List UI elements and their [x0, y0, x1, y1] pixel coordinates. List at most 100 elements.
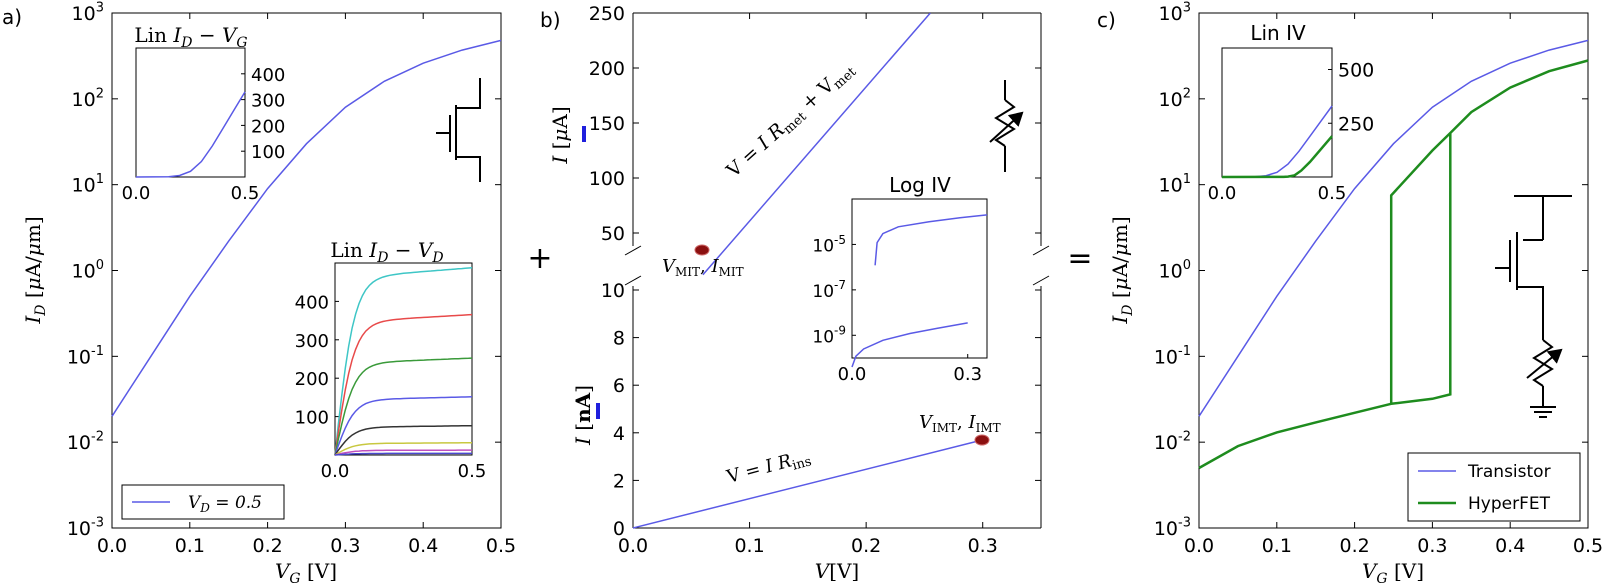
y-tick-label: 10-3 — [67, 515, 104, 540]
x-tick-label: 0.5 — [231, 183, 260, 204]
series-line — [334, 396, 473, 456]
series-line — [334, 449, 472, 456]
panel-b-axes-frame — [624, 12, 1050, 529]
inset-log-iv-title: Log IV — [889, 173, 951, 197]
equals-operator: = — [1067, 241, 1092, 276]
series-line — [334, 452, 472, 456]
x-tick-label: 0.4 — [408, 535, 438, 557]
x-tick-label: 0.1 — [1262, 535, 1292, 557]
y-tick-label: 500 — [1338, 60, 1374, 82]
y-tick-label: 50 — [601, 223, 625, 245]
x-tick-label: 0.0 — [321, 461, 350, 482]
x-tick-label: 0.3 — [330, 535, 360, 557]
y-tick-label: 200 — [589, 58, 625, 80]
series-line — [334, 267, 473, 456]
panel-a-y-axis-label: ID [μA/μm] — [21, 216, 49, 324]
panel-b-label: b) — [540, 8, 561, 32]
panel-a-inset-lin-idvg: Lin ID − VG 0.0 0.5 100 200 300 400 — [122, 23, 286, 204]
x-tick-label: 0.3 — [968, 535, 998, 557]
x-tick-label: 0.2 — [1339, 535, 1369, 557]
x-tick-label: 0.5 — [486, 535, 516, 557]
y-tick-label: 101 — [1159, 172, 1191, 197]
series-line-transistor — [1198, 39, 1589, 417]
x-tick-label: 0.5 — [1573, 535, 1603, 557]
inset-lin-idvd-frame — [334, 262, 473, 456]
x-tick-label: 0.0 — [618, 535, 648, 557]
series-line — [851, 322, 968, 368]
plus-operator: + — [527, 241, 552, 276]
x-tick-label: 0.3 — [953, 364, 982, 385]
y-tick-label: 2 — [613, 470, 625, 492]
inset-log-iv-ticks: 0.0 0.3 10-5 10-7 10-9 — [812, 233, 982, 385]
y-tick-label: 8 — [613, 328, 625, 350]
panel-b-top-y-axis-label: I [μA] — [548, 106, 572, 164]
inset-lin-idvg-frame — [135, 47, 246, 178]
imt-point — [974, 434, 990, 446]
panel-c-x-axis-label: VG [V] — [1362, 559, 1424, 587]
series-line — [135, 91, 246, 178]
inset-lin-idvg-ticks: 0.0 0.5 100 200 300 400 — [122, 65, 286, 204]
panel-a-legend: VD = 0.5 — [121, 484, 285, 520]
panel-a: a) 0.0 0.1 0.2 0.3 0.4 0.5 10310210110010-110… — [2, 0, 516, 587]
y-tick-label: 250 — [1338, 113, 1374, 135]
y-tick-label: 100 — [295, 408, 329, 429]
panel-a-x-ticks: 0.0 0.1 0.2 0.3 0.4 0.5 — [97, 13, 516, 557]
panel-c-inset-lin-iv: Lin IV 0.0 0.5 250 500 — [1208, 21, 1375, 204]
panel-b-top-axis-marker — [582, 126, 586, 142]
panel-b-bottom-axis-marker — [596, 403, 600, 419]
y-tick-label: 103 — [1159, 0, 1191, 25]
y-tick-label: 150 — [589, 113, 625, 135]
inset-lin-iv-title: Lin IV — [1250, 21, 1306, 45]
y-tick-label: 0 — [613, 518, 625, 540]
inset-lin-idvg-series — [135, 91, 246, 178]
inset-lin-iv-ticks: 0.0 0.5 250 500 — [1208, 60, 1375, 205]
x-tick-label: 0.1 — [734, 535, 764, 557]
panel-b-x-axis-label: V[V] — [815, 559, 860, 583]
transistor-symbol-icon — [436, 78, 481, 182]
panel-c-label: c) — [1097, 8, 1116, 32]
annotation-metal-branch: V = I Rmet + Vmet — [722, 57, 860, 185]
y-tick-label: 6 — [613, 375, 625, 397]
panel-b-bottom-y-axis-label: I [nA] — [571, 385, 595, 446]
inset-lin-idvg-title: Lin ID − VG — [134, 23, 247, 51]
panel-c-y-axis-label: ID [μA/μm] — [1108, 216, 1136, 324]
x-tick-label: 0.3 — [1417, 535, 1447, 557]
y-tick-label: 10-9 — [812, 324, 846, 348]
series-line — [874, 214, 988, 266]
inset-lin-idvd-series — [334, 267, 473, 456]
y-tick-label: 10-1 — [67, 344, 104, 369]
y-tick-label: 10-2 — [67, 430, 104, 455]
imt-point-label: VIMT, IIMT — [919, 412, 1001, 435]
x-tick-label: 0.0 — [838, 364, 867, 385]
x-tick-label: 0.2 — [252, 535, 282, 557]
y-tick-label: 200 — [251, 116, 285, 137]
y-tick-label: 100 — [1159, 258, 1191, 283]
y-tick-label: 400 — [295, 292, 329, 313]
series-line — [334, 442, 472, 456]
panel-b-bottom-y-ticks: 0 2 4 6 8 10 — [601, 280, 1041, 540]
x-tick-label: 0.4 — [1495, 535, 1525, 557]
x-tick-label: 0.5 — [1318, 183, 1347, 204]
panel-b-x-ticks: 0.0 0.1 0.2 0.3 — [618, 13, 998, 557]
legend-label-vd: VD = 0.5 — [188, 493, 262, 515]
panel-b-top-y-ticks: 50 100 150 200 250 — [589, 3, 1041, 245]
y-tick-label: 400 — [251, 65, 285, 86]
panel-c: c) 0.0 0.1 0.2 0.3 0.4 0.5 10310210110010-110… — [1097, 0, 1603, 587]
y-tick-label: 300 — [295, 331, 329, 352]
y-tick-label: 10-5 — [812, 233, 846, 257]
x-tick-label: 0.0 — [1208, 183, 1237, 204]
inset-lin-iv-series — [1221, 105, 1333, 179]
panel-a-label: a) — [2, 5, 22, 29]
series-line — [1221, 135, 1333, 179]
y-tick-label: 100 — [72, 258, 104, 283]
series-line — [1221, 105, 1333, 178]
x-tick-label: 0.0 — [122, 183, 151, 204]
x-tick-label: 0.0 — [97, 535, 127, 557]
legend-label-transistor: Transistor — [1467, 462, 1551, 482]
inset-log-iv-series — [851, 214, 988, 368]
y-tick-label: 200 — [295, 369, 329, 390]
series-line — [334, 424, 472, 456]
y-tick-label: 10-2 — [1154, 430, 1191, 455]
y-tick-label: 102 — [1159, 86, 1191, 111]
